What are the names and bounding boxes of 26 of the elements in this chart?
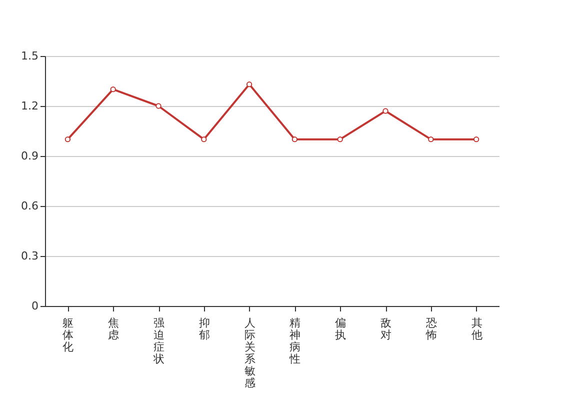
point: [110, 86, 116, 92]
point: [473, 136, 480, 142]
y-tick-label: 0: [32, 300, 38, 312]
x-tick-label: 人际关系敏感: [244, 316, 256, 390]
x-tick-label: 强迫症状: [152, 316, 164, 366]
x-tick-label: 其他: [471, 316, 482, 342]
x-tick-label: 抑郁: [198, 316, 210, 342]
point: [156, 103, 162, 109]
y-tick-label: 1.2: [21, 100, 38, 112]
point: [292, 136, 298, 142]
x-tick-label: 偏执: [335, 316, 346, 342]
x-tick-label: 恐怖: [424, 316, 437, 342]
point: [64, 136, 71, 142]
point: [428, 136, 434, 142]
y-tick-label: 0.6: [21, 200, 38, 212]
point: [246, 81, 252, 88]
y-tick-label: 0.9: [21, 150, 38, 162]
point: [201, 136, 207, 142]
x-tick-label: 焦虑: [108, 316, 120, 342]
x-tick-label: 敌对: [380, 316, 392, 342]
x-tick-label: 躯体化: [62, 316, 74, 354]
y-tick-label: 0.3: [21, 250, 38, 262]
point: [337, 136, 343, 142]
point: [382, 108, 388, 114]
x-tick-label: 精神病性: [288, 316, 301, 366]
y-tick-label: 1.5: [21, 50, 38, 62]
